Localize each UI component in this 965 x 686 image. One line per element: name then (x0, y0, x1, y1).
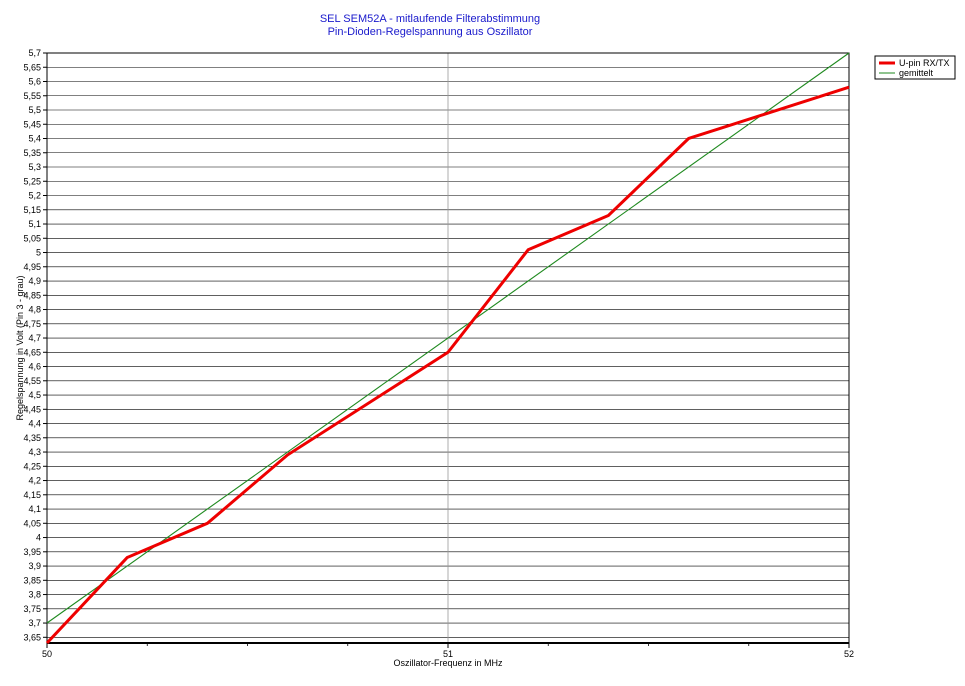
y-tick-label: 4,3 (28, 447, 41, 457)
y-tick-label: 5,7 (28, 48, 41, 58)
y-tick-label: 5,15 (23, 205, 41, 215)
y-tick-label: 5,05 (23, 233, 41, 243)
x-axis-label: Oszillator-Frequenz in MHz (393, 658, 503, 668)
y-tick-label: 5,2 (28, 191, 41, 201)
y-tick-label: 5 (36, 248, 41, 258)
y-tick-label: 4,55 (23, 376, 41, 386)
y-tick-label: 5,45 (23, 119, 41, 129)
y-tick-label: 4,65 (23, 347, 41, 357)
x-tick-label: 51 (443, 649, 453, 659)
series-group (45, 52, 850, 645)
y-tick-label: 3,9 (28, 561, 41, 571)
x-tick-label: 50 (42, 649, 52, 659)
y-tick-label: 3,7 (28, 618, 41, 628)
x-tick-label: 52 (844, 649, 854, 659)
y-tick-label: 5,65 (23, 62, 41, 72)
y-tick-label: 4,95 (23, 262, 41, 272)
y-tick-label: 4,45 (23, 404, 41, 414)
y-tick-label: 4,9 (28, 276, 41, 286)
y-tick-label: 5,5 (28, 105, 41, 115)
y-tick-label: 3,75 (23, 604, 41, 614)
legend: U-pin RX/TX gemittelt (874, 55, 956, 80)
y-tick-label: 4,5 (28, 390, 41, 400)
y-tick-label: 5,6 (28, 77, 41, 87)
grid (47, 52, 849, 643)
y-tick-label: 4 (36, 533, 41, 543)
y-tick-label: 4,05 (23, 518, 41, 528)
series-line-gemittelt (46, 52, 850, 624)
y-axis-ticks: 3,65 3,7 3,75 3,8 3,85 3,9 3,95 4 4,05 4,1 4,15 4,2… (23, 48, 47, 642)
y-axis-label: Regelspannung in Volt (Pin 3 - grau) (15, 275, 25, 420)
y-tick-label: 5,3 (28, 162, 41, 172)
y-tick-label: 4,35 (23, 433, 41, 443)
legend-label-0: U-pin RX/TX (899, 58, 950, 68)
y-tick-label: 4,1 (28, 504, 41, 514)
y-tick-label: 4,15 (23, 490, 41, 500)
y-tick-label: 4,4 (28, 419, 41, 429)
legend-label-1: gemittelt (899, 68, 934, 78)
y-tick-label: 5,1 (28, 219, 41, 229)
series-line-u-pin (45, 85, 850, 645)
y-tick-label: 4,25 (23, 461, 41, 471)
y-tick-label: 5,35 (23, 148, 41, 158)
y-tick-label: 4,85 (23, 290, 41, 300)
y-tick-label: 4,6 (28, 362, 41, 372)
chart-subtitle: Pin-Dioden-Regelspannung aus Oszillator (328, 26, 533, 38)
y-tick-label: 3,8 (28, 590, 41, 600)
y-tick-label: 3,85 (23, 575, 41, 585)
y-tick-label: 3,65 (23, 632, 41, 642)
y-tick-label: 4,7 (28, 333, 41, 343)
y-tick-label: 4,2 (28, 476, 41, 486)
y-tick-label: 5,55 (23, 91, 41, 101)
y-tick-label: 4,8 (28, 305, 41, 315)
y-tick-label: 5,4 (28, 134, 41, 144)
y-tick-label: 3,95 (23, 547, 41, 557)
y-tick-label: 4,75 (23, 319, 41, 329)
chart-title: SEL SEM52A - mitlaufende Filterabstimmun… (320, 13, 540, 25)
y-tick-label: 5,25 (23, 176, 41, 186)
x-axis-ticks: 50 51 52 (42, 642, 854, 659)
